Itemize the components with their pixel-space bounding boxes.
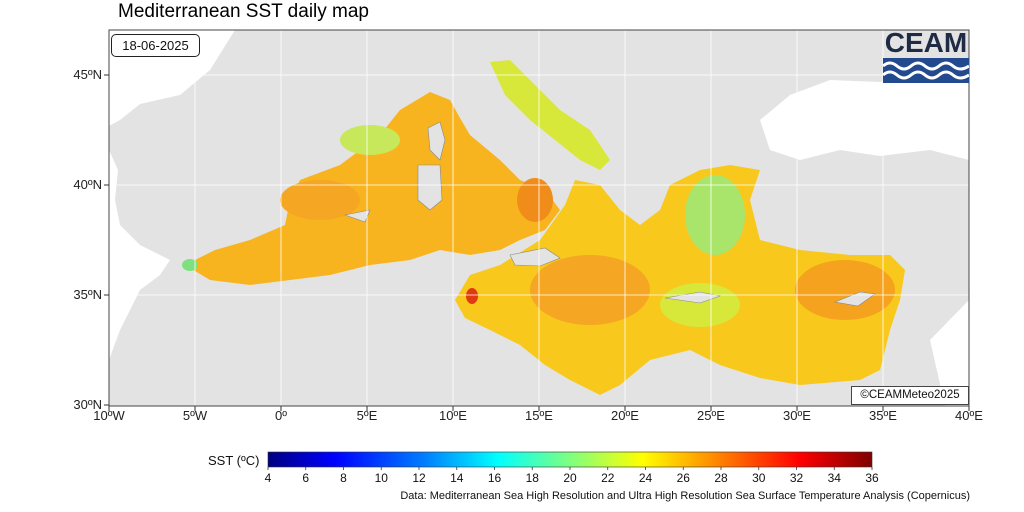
logo-waves-icon bbox=[882, 58, 970, 83]
colorbar-tick-label: 30 bbox=[752, 471, 766, 485]
colorbar-tick-label: 36 bbox=[865, 471, 879, 485]
black-sea bbox=[760, 70, 969, 160]
lat-label-45n: 45ºN bbox=[73, 67, 102, 82]
lon-label-10e: 10ºE bbox=[439, 408, 467, 423]
cool-patch-alboran bbox=[182, 259, 198, 271]
colorbar-tick-label: 16 bbox=[487, 471, 502, 485]
cool-patch-aegean bbox=[685, 175, 745, 255]
warm-patch-levantine bbox=[795, 260, 895, 320]
hot-patch-gulf-of-gabes bbox=[466, 288, 478, 304]
cool-patch-gulf-of-lion bbox=[340, 125, 400, 155]
colorbar-tick-label: 26 bbox=[676, 471, 690, 485]
sea-central-eastern-mediterranean bbox=[455, 165, 905, 395]
colorbar-ticks bbox=[267, 467, 873, 470]
lon-label-10w: 10ºW bbox=[93, 408, 125, 423]
lon-label-25e: 25ºE bbox=[697, 408, 725, 423]
date-label: 18-06-2025 bbox=[111, 34, 200, 57]
colorbar-tick-label: 22 bbox=[601, 471, 615, 485]
island-sardinia bbox=[417, 164, 443, 211]
colorbar bbox=[267, 451, 873, 468]
warm-patch-balearic bbox=[280, 180, 360, 220]
copyright-label: ©CEAMMeteo2025 bbox=[851, 386, 969, 405]
lat-label-35n: 35ºN bbox=[73, 287, 102, 302]
colorbar-tick-label: 32 bbox=[789, 471, 804, 485]
cool-patch-libyan-sea bbox=[660, 283, 740, 327]
lon-label-5w: 5ºW bbox=[182, 408, 208, 423]
ceam-logo: CEAM bbox=[882, 27, 970, 83]
colorbar-label: SST (ºC) bbox=[208, 453, 260, 468]
warm-patch-ionian bbox=[530, 255, 650, 325]
data-credit: Data: Mediterranean Sea High Resolution … bbox=[400, 490, 970, 502]
colorbar-tick-label: 20 bbox=[563, 471, 577, 485]
lat-label-40n: 40ºN bbox=[73, 177, 102, 192]
sea-adriatic bbox=[490, 60, 610, 170]
axis-ticks bbox=[104, 74, 970, 411]
lon-label-0: 0º bbox=[275, 408, 287, 423]
logo-text: CEAM bbox=[884, 27, 968, 58]
colorbar-tick-label: 6 bbox=[302, 471, 310, 485]
colorbar-tick-label: 18 bbox=[525, 471, 539, 485]
red-sea bbox=[930, 300, 969, 406]
map-title: Mediterranean SST daily map bbox=[118, 1, 369, 22]
island-corsica bbox=[427, 121, 446, 161]
lat-label-30n: 30ºN bbox=[73, 397, 102, 412]
colorbar-tick-label: 4 bbox=[264, 471, 272, 485]
graticule bbox=[109, 30, 969, 406]
lon-label-5e: 5ºE bbox=[356, 408, 378, 423]
colorbar-tick-label: 28 bbox=[714, 471, 728, 485]
colorbar-tick-label: 34 bbox=[827, 471, 841, 485]
island-mallorca bbox=[343, 209, 371, 223]
warm-patch-tyrrhenian bbox=[517, 178, 553, 222]
sea-western-mediterranean bbox=[185, 92, 560, 285]
lon-label-35e: 35ºE bbox=[869, 408, 897, 423]
lon-label-30e: 30ºE bbox=[783, 408, 811, 423]
colorbar-tick-label: 8 bbox=[340, 471, 347, 485]
colorbar-tick-label: 12 bbox=[412, 471, 426, 485]
lon-label-15e: 15ºE bbox=[525, 408, 553, 423]
colorbar-tick-label: 24 bbox=[638, 471, 653, 485]
colorbar-tick-label: 14 bbox=[450, 471, 464, 485]
lon-label-40e: 40ºE bbox=[955, 408, 983, 423]
lon-label-20e: 20ºE bbox=[611, 408, 639, 423]
colorbar-tick-label: 10 bbox=[374, 471, 388, 485]
atlantic-ocean bbox=[109, 150, 170, 360]
